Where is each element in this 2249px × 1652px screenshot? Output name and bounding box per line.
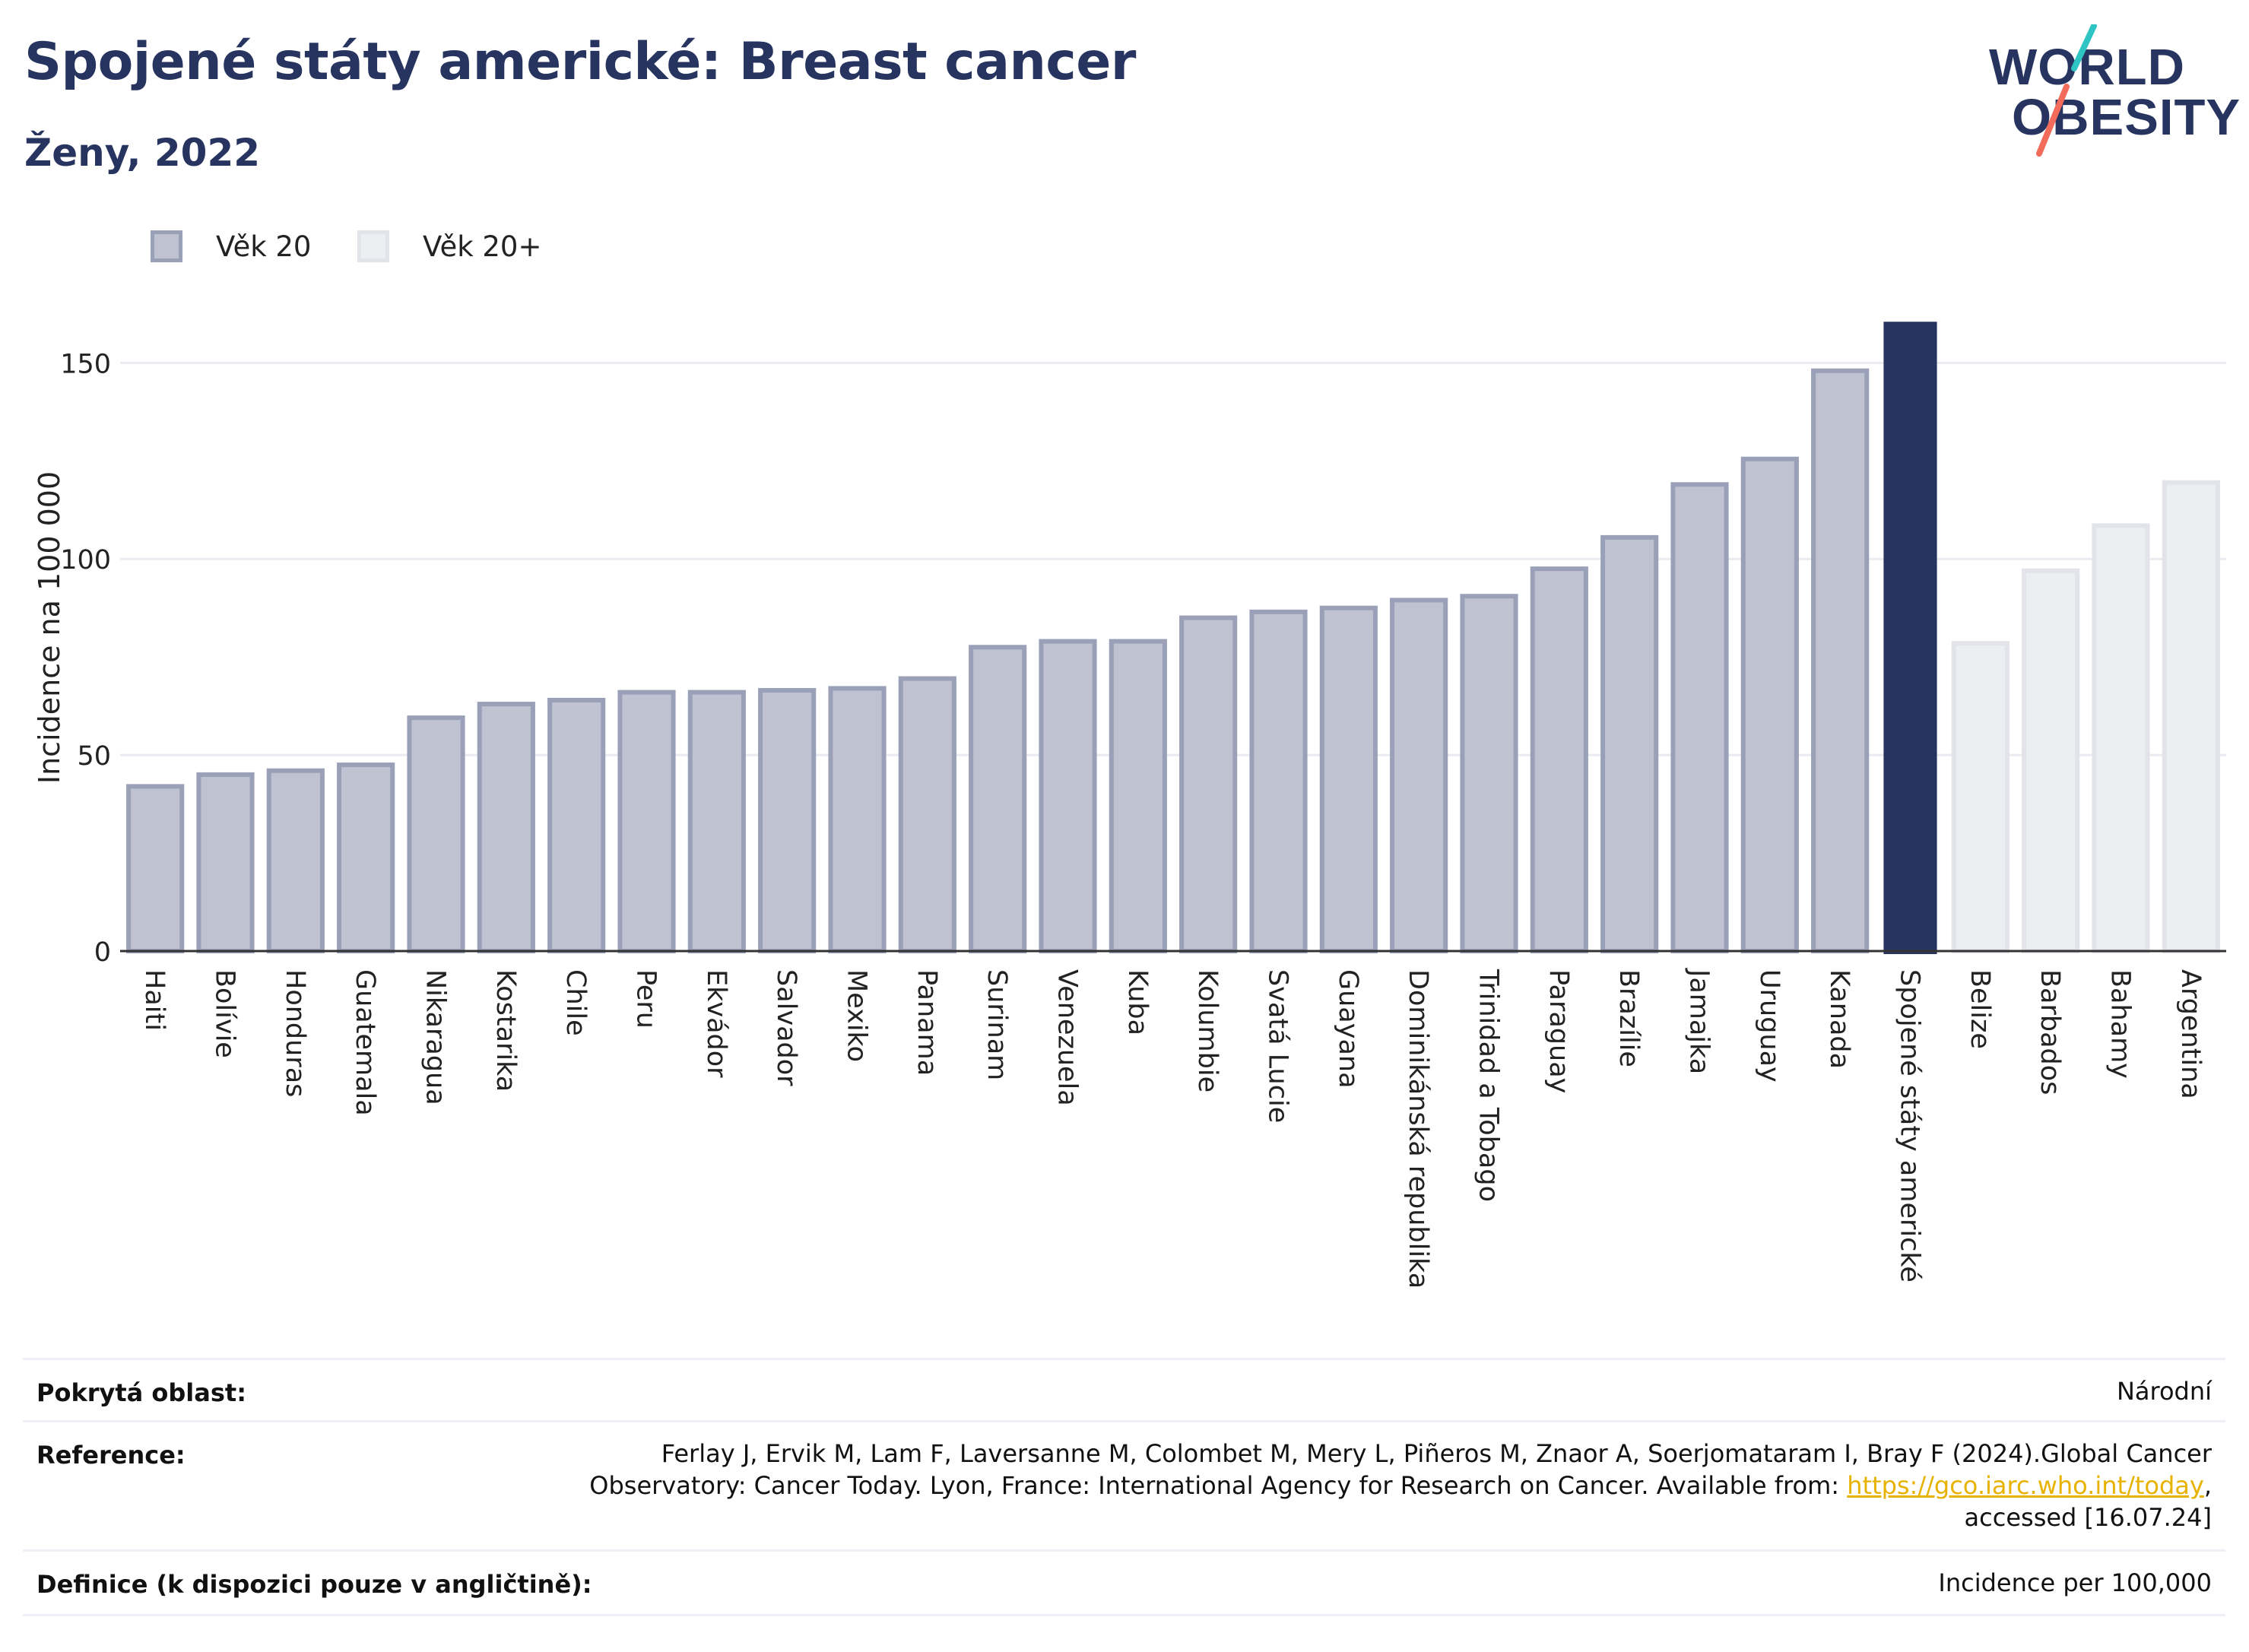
x-tick-label-28: Bahamy [2105, 969, 2136, 1079]
world-obesity-logo: WORLD OBESITY [1984, 24, 2240, 161]
bar-chart: 0 50 100 150 Incidence na 100 000 Haiti Bolívi… [33, 322, 2226, 1289]
bar-5 [477, 702, 535, 954]
bar-1 [196, 772, 255, 954]
definition-value: Incidence per 100,000 [1938, 1568, 2212, 1597]
x-tick-label-13: Venezuela [1052, 969, 1083, 1106]
x-tick-label-5: Kostarika [490, 969, 521, 1092]
bar-23 [1740, 456, 1799, 953]
reference-line-3: accessed [16.07.24] [1964, 1503, 2212, 1532]
x-tick-label-14: Kuba [1122, 969, 1153, 1035]
x-tick-label-20: Paraguay [1543, 969, 1574, 1093]
bar-20 [1530, 566, 1588, 953]
legend-label-age20plus: Věk 20+ [423, 230, 542, 263]
y-axis-label: Incidence na 100 000 [33, 471, 66, 784]
reference-line-1: Ferlay J, Ervik M, Lam F, Laversanne M, … [661, 1439, 2212, 1468]
bar-16 [1249, 609, 1308, 953]
bar-17 [1319, 605, 1378, 953]
reference-link[interactable]: https://gco.iarc.who.int/today [1847, 1471, 2204, 1500]
bar-29 [2162, 480, 2220, 953]
legend-swatch-age20plus [357, 230, 389, 262]
bar-24 [1811, 368, 1870, 954]
x-tick-label-16: Svatá Lucie [1263, 969, 1293, 1123]
bar-0 [126, 784, 185, 954]
coverage-value: Národní [2116, 1377, 2212, 1406]
bar-11 [898, 676, 956, 953]
bar-3 [337, 763, 395, 953]
x-tick-label-1: Bolívie [210, 969, 240, 1058]
x-tick-label-2: Honduras [280, 969, 310, 1097]
bar-9 [758, 688, 817, 954]
x-tick-label-21: Brazílie [1613, 969, 1644, 1067]
x-tick-label-27: Barbados [2035, 969, 2065, 1095]
x-tick-label-8: Ekvádor [701, 969, 731, 1078]
bar-21 [1600, 534, 1659, 953]
chart-title: Spojené státy americké: Breast cancer [24, 32, 1136, 92]
bar-4 [407, 715, 465, 954]
x-tick-label-6: Chile [560, 969, 591, 1036]
x-tick-label-24: Kanada [1824, 969, 1854, 1069]
x-tick-label-26: Belize [1965, 969, 1995, 1049]
x-tick-label-17: Guayana [1333, 969, 1363, 1089]
x-tick-label-15: Kolumbie [1192, 969, 1223, 1092]
y-tick-label-50: 50 [77, 741, 111, 772]
y-tick-label-0: 0 [94, 937, 111, 968]
bar-15 [1179, 615, 1238, 954]
bar-7 [617, 690, 676, 953]
y-tick-label-150: 150 [60, 349, 111, 379]
bar-26 [1951, 641, 2010, 953]
bar-14 [1109, 639, 1167, 953]
x-tick-label-9: Salvador [771, 969, 801, 1086]
info-row-definition: Definice (k dispozici pouze v angličtině… [23, 1549, 2225, 1616]
bar-12 [969, 645, 1027, 954]
bar-28 [2092, 523, 2150, 953]
x-tick-label-19: Trinidad a Tobago [1473, 969, 1504, 1202]
bar-8 [687, 690, 746, 953]
coverage-label: Pokrytá oblast: [36, 1378, 246, 1407]
info-row-reference: Reference: Ferlay J, Ervik M, Lam F, Lav… [23, 1420, 2225, 1552]
y-tick-label-100: 100 [60, 545, 111, 576]
x-tick-label-0: Haiti [139, 969, 170, 1031]
x-tick-label-29: Argentina [2175, 969, 2206, 1099]
logo-line-2: OBESITY [2012, 89, 2241, 146]
x-tick-label-25: Spojené státy americké [1895, 969, 1925, 1283]
x-tick-label-22: Jamajka [1684, 968, 1715, 1074]
x-tick-label-7: Peru [631, 969, 661, 1029]
reference-line-2-suffix: , [2203, 1471, 2212, 1500]
info-row-coverage: Pokrytá oblast: Národní [23, 1358, 2225, 1422]
x-tick-label-11: Panama [912, 969, 942, 1076]
legend-item-age20plus[interactable]: Věk 20+ [357, 227, 541, 266]
reference-line-2-text: Observatory: Cancer Today. Lyon, France:… [589, 1471, 1848, 1500]
x-tick-label-4: Nikaragua [420, 969, 451, 1105]
x-tick-label-3: Guatemala [350, 969, 380, 1116]
bar-18 [1390, 598, 1448, 953]
legend-item-age20[interactable]: Věk 20 [151, 227, 311, 266]
bar-6 [547, 697, 606, 953]
legend-swatch-age20 [151, 230, 182, 262]
bar-2 [266, 768, 325, 954]
bar-25 [1883, 322, 1937, 954]
logo-slash-icon [2036, 24, 2097, 157]
x-tick-label-23: Uruguay [1754, 969, 1784, 1083]
x-tick-label-12: Surinam [982, 969, 1012, 1080]
reference-value: Ferlay J, Ervik M, Lam F, Laversanne M, … [589, 1438, 2212, 1533]
bar-13 [1039, 639, 1097, 953]
reference-line-2: Observatory: Cancer Today. Lyon, France:… [589, 1470, 2212, 1501]
bar-19 [1460, 594, 1518, 953]
bar-22 [1670, 482, 1729, 953]
legend-label-age20: Věk 20 [216, 230, 312, 263]
info-table: Pokrytá oblast: Národní Reference: Ferla… [23, 1358, 2225, 1616]
chart-subtitle: Ženy, 2022 [24, 131, 261, 175]
bar-27 [2022, 568, 2080, 953]
bar-10 [828, 686, 887, 954]
definition-label: Definice (k dispozici pouze v angličtině… [36, 1570, 592, 1599]
x-tick-label-18: Dominikánská republika [1403, 969, 1433, 1289]
x-tick-label-10: Mexiko [842, 969, 872, 1062]
reference-label: Reference: [36, 1441, 186, 1470]
